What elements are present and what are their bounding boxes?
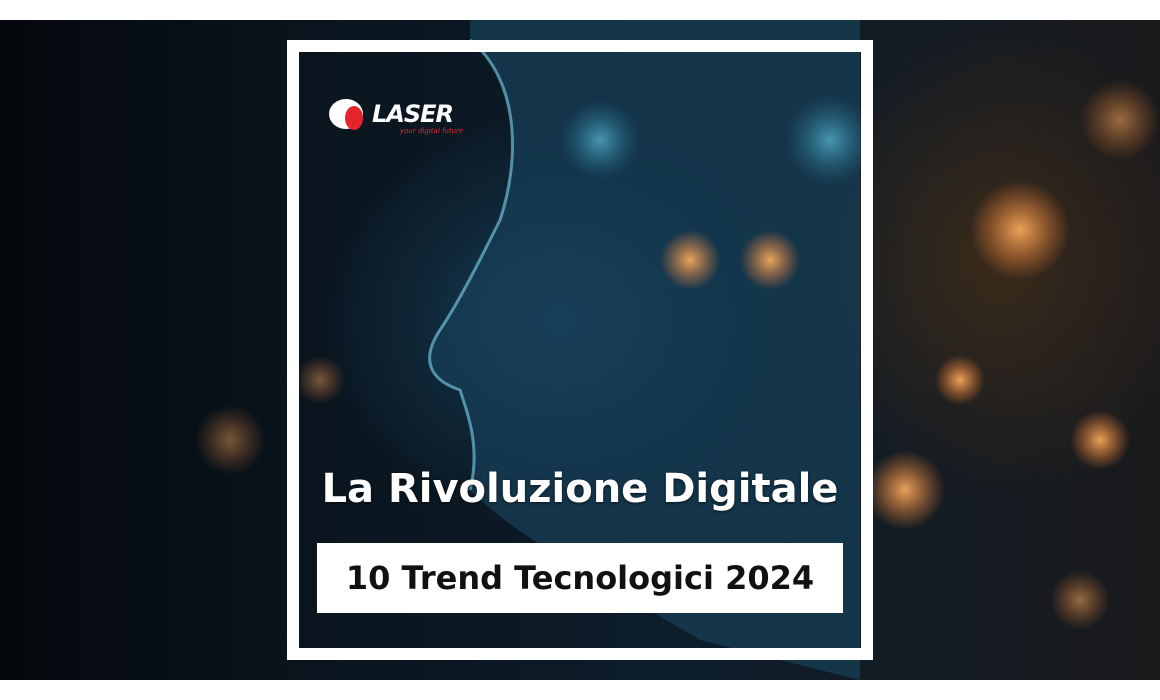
white-frame xyxy=(287,40,873,660)
banner-title: La Rivoluzione Digitale xyxy=(321,466,839,512)
logo-name: LASER xyxy=(372,100,454,128)
logo-mark xyxy=(329,99,363,130)
subtitle-box: 10 Trend Tecnologici 2024 xyxy=(317,543,843,613)
background-art xyxy=(195,20,1160,680)
banner-subtitle: 10 Trend Tecnologici 2024 xyxy=(345,559,815,597)
logo-tagline: your digital future xyxy=(400,127,464,135)
hero-image xyxy=(0,20,1160,680)
